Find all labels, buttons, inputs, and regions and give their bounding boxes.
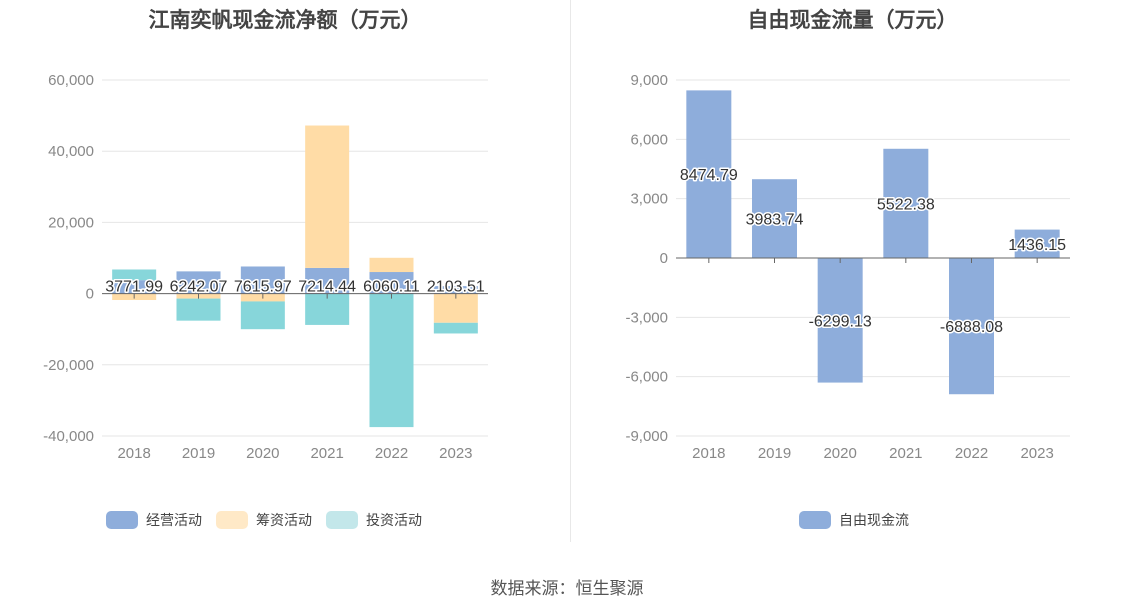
left-chart-plot: 60,000 40,000 20,000 0 -20,000 -40,000 2018 201… — [43, 72, 488, 462]
y-tick-label: 20,000 — [48, 214, 94, 231]
y-tick-label: 9,000 — [630, 72, 668, 89]
bar-自由现金流-2023 — [1014, 229, 1060, 258]
legend-item-operating[interactable]: 经营活动 — [106, 510, 202, 530]
left-chart-legend: 经营活动 筹资活动 投资活动 — [106, 510, 422, 530]
right-chart-title: 自由现金流量（万元） — [747, 9, 958, 32]
bar-筹资活动-2021 — [305, 125, 350, 268]
x-tick-label: 2018 — [117, 445, 150, 462]
legend-swatch-free-cash-flow — [799, 511, 831, 529]
legend-label-operating: 经营活动 — [146, 512, 202, 528]
data-label: 3771.99 — [105, 279, 163, 296]
x-tick-label: 2019 — [758, 445, 791, 462]
y-tick-label: -20,000 — [43, 357, 94, 374]
y-tick-label: 60,000 — [48, 72, 94, 89]
legend-item-investing[interactable]: 投资活动 — [326, 510, 422, 530]
x-tick-label: 2023 — [1020, 445, 1053, 462]
data-label: 1436.15 — [1008, 237, 1066, 254]
y-tick-label: -9,000 — [625, 428, 668, 445]
legend-item-financing[interactable]: 筹资活动 — [216, 510, 312, 530]
data-label: -6299.13 — [809, 313, 872, 330]
x-tick-label: 2022 — [375, 445, 408, 462]
y-tick-label: 3,000 — [630, 191, 668, 208]
x-tick-label: 2022 — [955, 445, 988, 462]
x-tick-label: 2018 — [692, 445, 725, 462]
legend-item-free-cash-flow[interactable]: 自由现金流 — [799, 510, 909, 530]
legend-swatch-investing — [326, 511, 358, 529]
y-tick-label: 0 — [86, 286, 94, 303]
bar-自由现金流-2022 — [949, 258, 994, 395]
bar-自由现金流-2019 — [752, 179, 797, 258]
y-tick-label: -40,000 — [43, 428, 94, 445]
x-tick-label: 2020 — [823, 445, 856, 462]
bar-投资活动-2023 — [433, 322, 478, 334]
bar-投资活动-2021 — [305, 293, 350, 325]
right-chart-legend: 自由现金流 — [799, 510, 909, 530]
y-tick-label: -3,000 — [625, 309, 668, 326]
bar-筹资活动-2022 — [369, 257, 414, 273]
data-label: 5522.38 — [877, 196, 935, 213]
bar-经营活动-2021 — [305, 267, 350, 294]
bar-经营活动-2022 — [369, 272, 414, 294]
y-tick-label: 6,000 — [630, 131, 668, 148]
x-tick-label: 2023 — [439, 445, 472, 462]
data-label: 6060.11 — [363, 279, 420, 296]
legend-label-investing: 投资活动 — [366, 512, 422, 528]
data-label: 8474.79 — [680, 167, 738, 184]
legend-swatch-operating — [106, 511, 138, 529]
data-label: 2103.51 — [427, 279, 485, 296]
bar-经营活动-2023 — [433, 286, 478, 294]
left-chart-panel: 江南奕帆现金流净额（万元） 60,000 40,000 20,000 0 -20,000… — [0, 0, 570, 540]
y-tick-label: 0 — [660, 250, 668, 267]
bar-经营活动-2019 — [176, 271, 221, 294]
right-chart-plot: 9,000 6,000 3,000 0 -3,000 -6,000 -9,000 2018 20… — [625, 72, 1070, 462]
y-tick-label: -6,000 — [625, 369, 668, 386]
data-label: 7214.44 — [298, 279, 356, 296]
bar-投资活动-2018 — [112, 269, 157, 281]
data-label: -6888.08 — [940, 319, 1003, 336]
x-tick-label: 2020 — [246, 445, 279, 462]
panel-divider — [570, 0, 571, 542]
bar-投资活动-2019 — [176, 298, 221, 321]
bar-自由现金流-2020 — [817, 258, 863, 383]
bar-经营活动-2020 — [240, 266, 285, 294]
left-chart-title: 江南奕帆现金流净额（万元） — [148, 9, 422, 32]
x-tick-label: 2021 — [889, 445, 922, 462]
bar-自由现金流-2021 — [883, 148, 929, 258]
data-label: 7615.97 — [234, 279, 292, 296]
legend-label-free-cash-flow: 自由现金流 — [839, 512, 909, 528]
bar-投资活动-2020 — [240, 301, 285, 330]
data-label: 3983.74 — [746, 212, 804, 229]
x-tick-label: 2019 — [182, 445, 215, 462]
legend-label-financing: 筹资活动 — [256, 512, 312, 528]
legend-swatch-financing — [216, 511, 248, 529]
bar-自由现金流-2018 — [686, 90, 732, 259]
bar-投资活动-2022 — [369, 293, 414, 428]
bar-经营活动-2018 — [112, 280, 157, 294]
data-label: 6242.07 — [170, 279, 228, 296]
x-tick-label: 2021 — [310, 445, 343, 462]
right-chart-panel: 自由现金流量（万元） 9,000 6,000 3,000 0 -3,000 -6,000 -… — [571, 0, 1134, 540]
data-source-note: 数据来源：恒生聚源 — [490, 579, 644, 598]
y-tick-label: 40,000 — [48, 143, 94, 160]
